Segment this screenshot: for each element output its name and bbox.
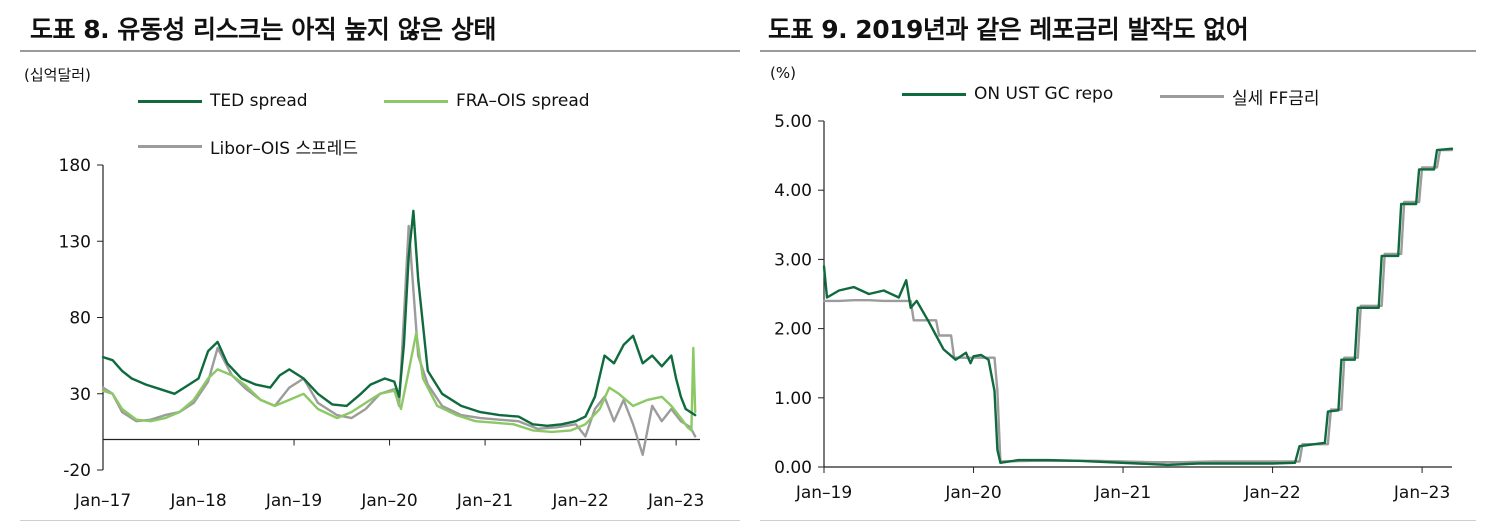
x-tick-label: Jan–19	[795, 483, 852, 503]
x-tick-label: Jan–18	[169, 491, 226, 511]
legend-label-gc-repo: ON UST GC repo	[974, 84, 1114, 104]
bottom-divider-left	[20, 520, 740, 521]
series-line-libor-ois	[101, 224, 697, 456]
y-tick-label: 3.00	[774, 250, 812, 270]
x-tick-label: Jan–20	[360, 491, 417, 511]
legend-swatch-gc-repo	[902, 92, 966, 96]
x-tick-label: Jan–19	[265, 491, 322, 511]
legend-swatch-libor-ois	[138, 145, 202, 148]
y-tick-label: 0.00	[774, 458, 812, 478]
y-tick-label: 5.00	[774, 112, 812, 132]
legend-label-ted: TED spread	[210, 91, 308, 111]
y-tick-label: -20	[63, 461, 91, 481]
plot-area-right: 5.00 4.00 3.00 2.00 1.00 0.00 Jan–19 Jan–20 Jan–…	[774, 112, 1454, 503]
chart-panel-left: 도표 8. 유동성 리스크는 아직 높지 않은 상태 (십억달러) TED sp…	[0, 0, 740, 527]
legend-swatch-fra-ois	[384, 99, 448, 103]
title-divider-left	[20, 50, 740, 52]
legend-label-fra-ois: FRA–OIS spread	[456, 91, 590, 111]
legend-label-libor-ois: Libor–OIS 스프레드	[210, 139, 359, 159]
y-tick-label: 1.00	[774, 389, 812, 409]
y-tick-label: 2.00	[774, 320, 812, 340]
legend-swatch-ted	[138, 99, 202, 103]
series-line-on-ust-gc-repo	[822, 147, 1454, 467]
y-tick-label: 4.00	[774, 181, 812, 201]
x-tick-label: Jan–22	[1243, 483, 1300, 503]
legend-item-ted: TED spread	[138, 91, 308, 111]
series-line-ted-spread	[101, 209, 697, 427]
legend-swatch-ff-rate	[1160, 95, 1224, 98]
x-tick-label: Jan–21	[456, 491, 513, 511]
y-tick-label: 130	[59, 232, 91, 252]
legend-item-gc-repo: ON UST GC repo	[902, 84, 1113, 104]
bottom-divider-right	[760, 520, 1476, 521]
chart-title-left: 도표 8. 유동성 리스크는 아직 높지 않은 상태	[30, 15, 496, 44]
x-tick-label: Jan–22	[551, 491, 608, 511]
chart-panel-right: 도표 9. 2019년과 같은 레포금리 발작도 없어 (%) ON UST G…	[752, 0, 1500, 527]
x-tick-label: Jan–23	[647, 491, 704, 511]
x-tick-label: Jan–20	[944, 483, 1001, 503]
chart-title-right: 도표 9. 2019년과 같은 레포금리 발작도 없어	[768, 15, 1249, 44]
legend-item-ff-rate: 실세 FF금리	[1160, 84, 1320, 109]
series-line-fra-ois-spread	[101, 331, 697, 434]
legend-item-fra-ois: FRA–OIS spread	[384, 91, 590, 111]
x-tick-label: Jan–21	[1094, 483, 1151, 503]
y-tick-label: 30	[69, 385, 91, 405]
y-unit-right: (%)	[770, 64, 796, 82]
y-tick-label: 80	[69, 309, 91, 329]
legend-item-libor-ois: Libor–OIS 스프레드	[138, 134, 358, 159]
plot-area-left: 180 130 80 30 -20 Jan–17 Jan–18 Jan–19 Jan–20 Jan…	[59, 156, 705, 511]
series-line-ff	[822, 148, 1454, 464]
legend-label-ff-rate: 실세 FF금리	[1232, 89, 1320, 109]
y-tick-label: 180	[59, 156, 91, 176]
x-tick-label: Jan–17	[74, 491, 131, 511]
x-tick-label: Jan–23	[1393, 483, 1450, 503]
title-divider-right	[760, 50, 1476, 52]
y-unit-left: (십억달러)	[24, 66, 91, 84]
